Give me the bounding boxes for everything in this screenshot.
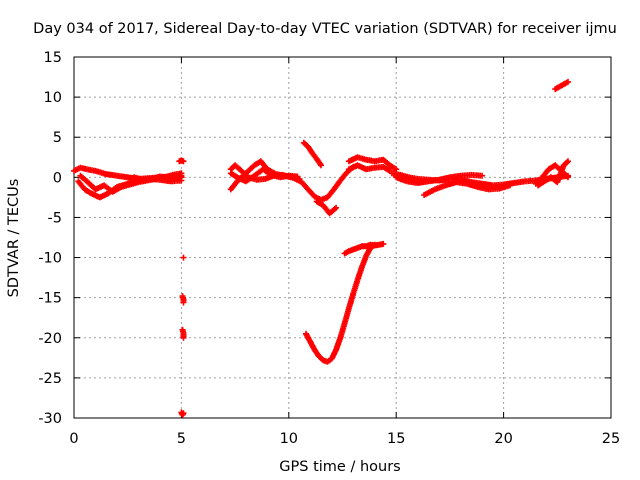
y-tick-label: 5 (53, 130, 62, 146)
data-point (333, 204, 340, 211)
data-point (180, 254, 187, 261)
x-tick-label: 5 (177, 431, 186, 447)
y-tick-label: -5 (48, 210, 62, 226)
data-point (180, 410, 187, 417)
y-tick-label: -15 (38, 291, 62, 307)
y-tick-label: -25 (38, 371, 62, 387)
x-tick-label: 20 (494, 431, 512, 447)
data-point (318, 162, 324, 169)
x-tick-label: 0 (69, 431, 78, 447)
y-tick-label: 0 (53, 170, 62, 186)
tick-labels: 0 5 10 15 20 25 -30 -25 -20 -15 -10 -5 0 5 10 15 (38, 50, 620, 447)
data-point (565, 174, 571, 181)
x-tick-label: 10 (280, 431, 298, 447)
x-tick-label: 15 (387, 431, 405, 447)
data-point (507, 182, 513, 189)
chart-title: Day 034 of 2017, Sidereal Day-to-day VTE… (33, 21, 617, 37)
y-tick-label: 10 (44, 90, 62, 106)
data-point (180, 299, 187, 306)
data-point (180, 334, 187, 341)
data-point (565, 158, 571, 165)
y-tick-label: 15 (44, 50, 62, 66)
data-point (565, 78, 571, 85)
data-point (380, 240, 387, 247)
data-point (564, 173, 570, 180)
data-point (479, 172, 486, 179)
x-axis-label: GPS time / hours (279, 459, 400, 475)
grid (74, 57, 611, 418)
y-axis-label: SDTVAR / TECUs (6, 179, 22, 298)
y-tick-label: -20 (38, 331, 62, 347)
data-point (393, 166, 400, 173)
data-point (178, 174, 185, 181)
x-tick-label: 25 (602, 431, 620, 447)
y-tick-label: -10 (38, 251, 62, 267)
plot-border (73, 56, 612, 419)
data-point (180, 158, 187, 165)
data-points (71, 78, 571, 418)
data-point (564, 159, 570, 166)
axes (73, 56, 612, 419)
y-tick-label: -30 (38, 411, 62, 427)
